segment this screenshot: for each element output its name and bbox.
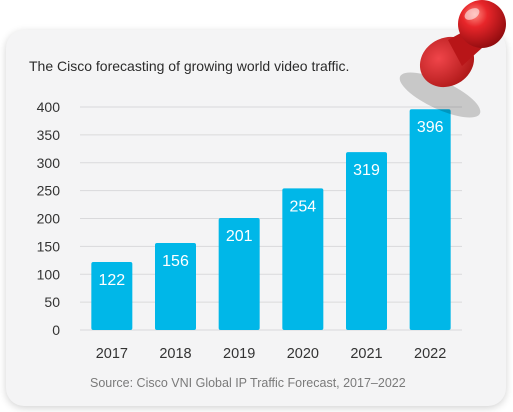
y-tick-label: 200 [37, 211, 61, 227]
y-tick-label: 250 [37, 183, 61, 199]
bar [409, 109, 451, 330]
bars [91, 109, 451, 330]
y-tick-label: 400 [37, 99, 61, 115]
data-label: 122 [98, 272, 125, 289]
y-tick-label: 100 [37, 266, 61, 282]
x-tick-label: 2017 [96, 346, 128, 362]
bar [218, 217, 260, 330]
data-label: 396 [417, 119, 444, 136]
x-tick-label: 2019 [223, 346, 255, 362]
bar [155, 243, 196, 330]
data-label: 254 [289, 198, 316, 215]
y-axis-ticks: 0 50 100 150 200 250 300 350 400 [37, 99, 61, 338]
x-tick-label: 2018 [159, 346, 191, 362]
x-tick-label: 2022 [414, 346, 446, 362]
x-tick-label: 2021 [350, 346, 382, 362]
y-tick-label: 0 [52, 322, 60, 338]
bar [282, 188, 324, 330]
grid-lines [80, 106, 462, 331]
y-tick-label: 350 [37, 127, 61, 143]
data-label: 156 [162, 253, 189, 270]
bar [346, 152, 387, 330]
x-tick-label: 2020 [287, 346, 319, 362]
data-label: 319 [353, 162, 380, 179]
data-label: 201 [226, 228, 253, 245]
x-axis-ticks: 2017 2018 2019 2020 2021 2022 [96, 346, 447, 362]
chart-title: The Cisco forecasting of growing world v… [29, 58, 350, 74]
y-tick-label: 150 [37, 238, 61, 254]
data-labels: 122 156 201 254 319 396 [98, 119, 443, 289]
chart-source: Source: Cisco VNI Global IP Traffic Fore… [90, 376, 406, 390]
y-tick-label: 300 [37, 155, 61, 171]
bar [91, 261, 133, 330]
y-tick-label: 50 [44, 294, 60, 310]
